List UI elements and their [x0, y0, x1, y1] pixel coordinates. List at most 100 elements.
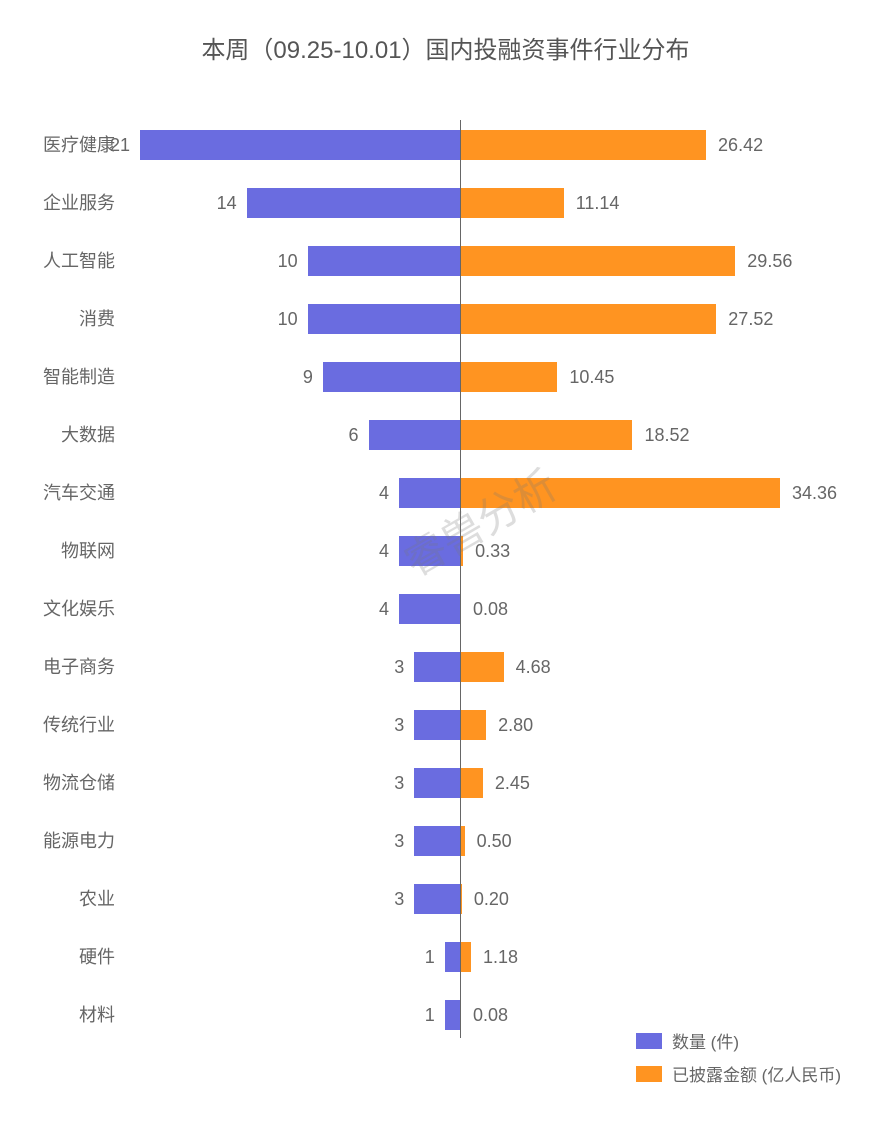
bar-amount [460, 304, 716, 334]
bar-count [399, 594, 460, 624]
chart-row: 农业30.20 [30, 884, 860, 914]
category-label: 电子商务 [43, 652, 115, 682]
value-amount: 26.42 [718, 130, 763, 160]
value-amount: 34.36 [792, 478, 837, 508]
category-label: 物联网 [61, 536, 115, 566]
bar-count [308, 304, 460, 334]
value-amount: 10.45 [569, 362, 614, 392]
bar-amount [460, 246, 735, 276]
bar-count [414, 768, 460, 798]
chart-row: 人工智能 10 29.56 [30, 246, 860, 276]
chart-row: 文化娱乐 4 0.08 [30, 594, 860, 624]
bar-count [323, 362, 460, 392]
bar-amount [460, 362, 557, 392]
bar-count [369, 420, 460, 450]
value-count: 1 [425, 1000, 435, 1030]
chart-row: 智能制造 9 10.45 [30, 362, 860, 392]
bar-count [414, 884, 460, 914]
category-label: 智能制造 [43, 362, 115, 392]
value-amount: 1.18 [483, 942, 518, 972]
legend-swatch-amount [636, 1066, 662, 1082]
value-amount: 29.56 [747, 246, 792, 276]
value-amount: 4.68 [516, 652, 551, 682]
bar-count [445, 942, 460, 972]
chart-row: 传统行业 3 2.80 [30, 710, 860, 740]
bar-amount [460, 130, 706, 160]
bar-count [399, 478, 460, 508]
value-amount: 27.52 [728, 304, 773, 334]
chart-row: 医疗健康21 26.42 [30, 130, 860, 160]
bar-amount [460, 420, 632, 450]
chart-row: 电子商务 3 4.68 [30, 652, 860, 682]
value-amount: 0.08 [473, 1000, 508, 1030]
bar-count [414, 710, 460, 740]
legend-label-amount: 已披露金额 (亿人民币) [672, 1061, 841, 1086]
category-label: 医疗健康 [43, 130, 115, 160]
value-count: 21 [110, 130, 130, 160]
value-amount: 2.45 [495, 768, 530, 798]
bar-amount [460, 652, 504, 682]
category-label: 大数据 [61, 420, 115, 450]
chart-row: 消费 10 27.52 [30, 304, 860, 334]
value-count: 4 [379, 536, 389, 566]
legend: 数量 (件) 已披露金额 (亿人民币) [636, 1020, 841, 1086]
value-count: 3 [394, 884, 404, 914]
chart-row: 汽车交通 4 34.36 [30, 478, 860, 508]
category-label: 材料 [79, 1000, 115, 1030]
chart-row: 能源电力 3 0.50 [30, 826, 860, 856]
value-count: 4 [379, 594, 389, 624]
bar-count [445, 1000, 460, 1030]
category-label: 物流仓储 [43, 768, 115, 798]
chart-row: 物联网 4 0.33 [30, 536, 860, 566]
category-label: 企业服务 [43, 188, 115, 218]
category-label: 汽车交通 [43, 478, 115, 508]
center-axis [460, 120, 461, 1038]
value-amount: 0.50 [477, 826, 512, 856]
bar-amount [460, 188, 564, 218]
category-label: 传统行业 [43, 710, 115, 740]
legend-item-amount: 已披露金额 (亿人民币) [636, 1061, 841, 1086]
bar-count [247, 188, 460, 218]
chart-row: 物流仓储 3 2.45 [30, 768, 860, 798]
bar-count [414, 652, 460, 682]
bar-count [140, 130, 460, 160]
plot-area: 医疗健康2126.42企业服务1411.14人工智能1029.56消费1027.… [30, 120, 860, 1050]
bar-count [308, 246, 460, 276]
value-count: 10 [278, 304, 298, 334]
category-label: 人工智能 [43, 246, 115, 276]
bar-amount [460, 478, 780, 508]
category-label: 农业 [79, 884, 115, 914]
chart-row: 企业服务 14 11.14 [30, 188, 860, 218]
value-count: 4 [379, 478, 389, 508]
bar-amount [460, 768, 483, 798]
legend-item-count: 数量 (件) [636, 1028, 841, 1053]
bar-amount [460, 942, 471, 972]
legend-swatch-count [636, 1033, 662, 1049]
value-count: 6 [349, 420, 359, 450]
category-label: 硬件 [79, 942, 115, 972]
category-label: 能源电力 [43, 826, 115, 856]
value-count: 3 [394, 826, 404, 856]
value-count: 10 [278, 246, 298, 276]
bar-amount [460, 826, 465, 856]
legend-label-count: 数量 (件) [672, 1028, 739, 1053]
bar-count [414, 826, 460, 856]
value-count: 3 [394, 652, 404, 682]
value-amount: 18.52 [644, 420, 689, 450]
chart-title: 本周（09.25-10.01）国内投融资事件行业分布 [0, 30, 891, 65]
value-amount: 11.14 [576, 188, 620, 218]
value-count: 14 [217, 188, 237, 218]
value-count: 1 [425, 942, 435, 972]
bar-count [399, 536, 460, 566]
category-label: 文化娱乐 [43, 594, 115, 624]
category-label: 消费 [79, 304, 115, 334]
value-amount: 2.80 [498, 710, 533, 740]
chart-row: 大数据 6 18.52 [30, 420, 860, 450]
value-amount: 0.33 [475, 536, 510, 566]
value-amount: 0.08 [473, 594, 508, 624]
value-count: 3 [394, 710, 404, 740]
bar-amount [460, 710, 486, 740]
chart-container: 本周（09.25-10.01）国内投融资事件行业分布 医疗健康21 26.42 企业… [0, 0, 891, 1126]
value-count: 3 [394, 768, 404, 798]
value-count: 9 [303, 362, 313, 392]
